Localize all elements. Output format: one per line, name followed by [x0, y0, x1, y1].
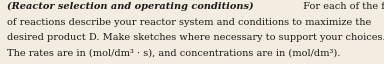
Text: (Reactor selection and operating conditions): (Reactor selection and operating conditi… [7, 2, 253, 11]
Text: The rates are in (mol/dm³ · s), and concentrations are in (mol/dm³).: The rates are in (mol/dm³ · s), and conc… [7, 49, 340, 58]
Text: of reactions describe your reactor system and conditions to maximize the: of reactions describe your reactor syste… [7, 18, 371, 27]
Text: For each of the following sets: For each of the following sets [300, 2, 384, 11]
Text: desired product D. Make sketches where necessary to support your choices.: desired product D. Make sketches where n… [7, 33, 384, 42]
